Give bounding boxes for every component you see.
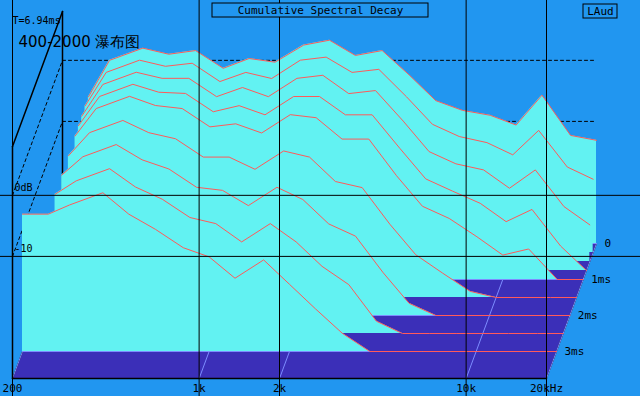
svg-text:2k: 2k	[273, 382, 287, 395]
svg-text:1k: 1k	[192, 382, 206, 395]
svg-text:T=6.94ms: T=6.94ms	[13, 15, 61, 26]
svg-text:0: 0	[605, 237, 612, 250]
svg-text:LAud: LAud	[587, 5, 614, 18]
svg-text:-10: -10	[15, 243, 33, 254]
svg-text:1ms: 1ms	[591, 273, 611, 286]
svg-text:20kHz: 20kHz	[530, 382, 563, 395]
svg-text:400-2000 瀑布图: 400-2000 瀑布图	[19, 33, 141, 51]
svg-text:3ms: 3ms	[565, 345, 585, 358]
svg-text:2ms: 2ms	[578, 309, 598, 322]
svg-text:200: 200	[3, 382, 23, 395]
svg-text:0dB: 0dB	[15, 182, 33, 193]
svg-text:Cumulative Spectral Decay: Cumulative Spectral Decay	[238, 4, 404, 17]
svg-text:10k: 10k	[456, 382, 476, 395]
